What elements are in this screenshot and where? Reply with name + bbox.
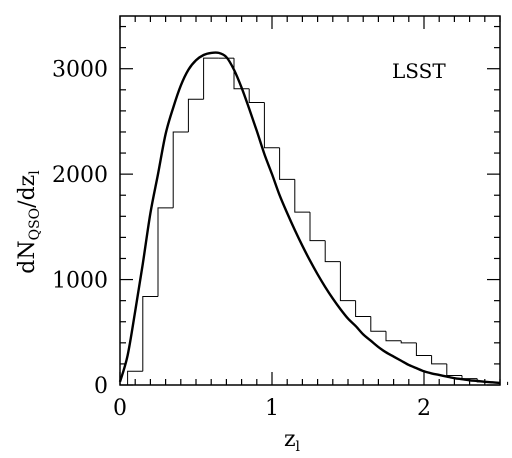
histogram-bin xyxy=(248,88,265,103)
y-tick-label: 3000 xyxy=(52,58,108,83)
y-tick-label: 0 xyxy=(94,374,108,399)
x-tick-label: 0 xyxy=(113,396,127,421)
fitted-curve-series xyxy=(118,51,501,385)
histogram-bin xyxy=(370,316,386,332)
histogram-bin xyxy=(385,331,402,342)
annotation-lsst: LSST xyxy=(392,59,446,83)
x-axis-title-sub: l xyxy=(296,439,301,455)
histogram-bin xyxy=(324,240,341,263)
x-tick-label: 1 xyxy=(265,396,279,421)
x-tick-label: 2 xyxy=(417,396,431,421)
x-axis-title: zl xyxy=(284,427,301,455)
histogram-bin xyxy=(127,370,143,385)
y-axis-title-part2: /dz xyxy=(15,175,40,208)
histogram-bin xyxy=(279,147,295,180)
histogram-bin xyxy=(431,355,447,365)
axis-ticks xyxy=(119,16,501,386)
histogram-bin xyxy=(446,363,462,377)
fitted-curve-line xyxy=(118,51,501,385)
histogram-bin xyxy=(415,342,432,356)
y-axis-title-sub1: QSO xyxy=(27,208,43,241)
histogram-bin xyxy=(187,98,204,132)
histogram-bin xyxy=(355,300,371,317)
x-axis-title-main: z xyxy=(284,427,296,452)
histogram-bin xyxy=(294,179,310,213)
y-axis-title-sub2: l xyxy=(27,170,43,175)
histogram-bin xyxy=(400,340,417,344)
histogram-bin xyxy=(263,102,280,149)
plot-frame xyxy=(119,15,501,386)
histogram-bin xyxy=(157,207,174,297)
histogram-bin xyxy=(339,261,356,302)
y-tick-label: 1000 xyxy=(52,269,108,294)
histogram-bin xyxy=(309,212,326,242)
histogram-series xyxy=(127,57,509,385)
tick-labels: 0 1 2 0 1000 2000 3000 xyxy=(52,58,431,421)
histogram-bin xyxy=(461,375,478,380)
histogram-bin xyxy=(203,57,219,100)
histogram-bin xyxy=(142,295,158,372)
histogram-bin xyxy=(172,131,189,208)
y-axis-title: dNQSO/dzl xyxy=(15,170,43,274)
y-tick-label: 2000 xyxy=(52,163,108,188)
y-axis-title-part1: dN xyxy=(15,240,40,273)
